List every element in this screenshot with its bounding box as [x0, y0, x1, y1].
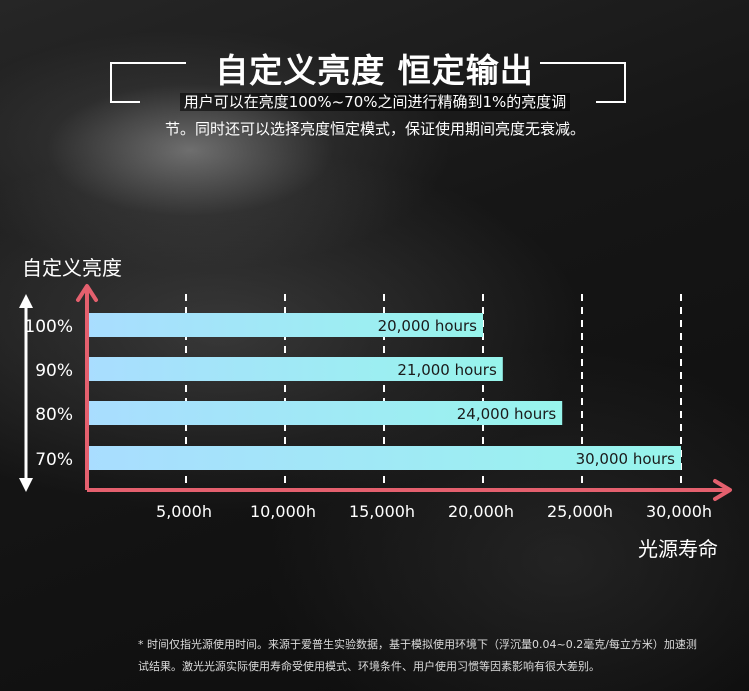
- bar-value-label-1: 21,000 hours: [397, 361, 497, 379]
- title-frame-bottom-right-line: [596, 101, 626, 103]
- title-frame-left-line: [110, 62, 186, 64]
- y-tick-label-0: 100%: [24, 317, 73, 337]
- title-frame-right-tick: [624, 62, 626, 102]
- description-line-2: 节。同时还可以选择亮度恒定模式，保证使用期间亮度无衰减。: [164, 120, 585, 138]
- brightness-range-up-arrow-icon: [19, 294, 33, 308]
- y-tick-label-2: 80%: [35, 405, 73, 425]
- x-tick-label-5: 30,000h: [646, 502, 712, 521]
- title-frame-bottom-left-line: [110, 101, 140, 103]
- x-tick-label-3: 20,000h: [448, 502, 514, 521]
- y-tick-label-3: 70%: [35, 450, 73, 470]
- footnote-line-2: 试结果。激光光源实际使用寿命受使用模式、环境条件、用户使用习惯等因素影响有很大差…: [138, 660, 600, 673]
- brightness-range-down-arrow-icon: [19, 478, 33, 492]
- x-tick-label-2: 15,000h: [349, 502, 415, 521]
- title-frame-left-tick: [110, 62, 112, 102]
- bar-90%: [87, 357, 503, 381]
- title-frame-right-line: [540, 62, 626, 64]
- bar-80%: [87, 401, 563, 425]
- y-axis-arrow-icon: [76, 284, 98, 302]
- footnote: * 时间仅指光源使用时间。来源于爱普生实验数据，基于模拟使用环境下（浮沉量0.0…: [138, 634, 738, 678]
- x-tick-label-0: 5,000h: [156, 502, 212, 521]
- page-title: 自定义亮度 恒定输出: [215, 51, 534, 90]
- bar-value-label-0: 20,000 hours: [378, 317, 478, 335]
- y-axis-title: 自定义亮度: [22, 256, 122, 280]
- x-tick-label-1: 10,000h: [250, 502, 316, 521]
- y-tick-label-1: 90%: [35, 361, 73, 381]
- footnote-line-1: * 时间仅指光源使用时间。来源于爱普生实验数据，基于模拟使用环境下（浮沉量0.0…: [138, 638, 697, 651]
- x-tick-label-4: 25,000h: [547, 502, 613, 521]
- bar-70%: [87, 446, 681, 470]
- description-line-1: 用户可以在亮度100%~70%之间进行精确到1%的亮度调: [110, 89, 640, 115]
- description-text-1: 用户可以在亮度100%~70%之间进行精确到1%的亮度调: [179, 93, 571, 111]
- bar-value-label-2: 24,000 hours: [457, 405, 557, 423]
- x-axis-title: 光源寿命: [638, 537, 718, 561]
- bar-100%: [87, 313, 483, 337]
- bar-value-label-3: 30,000 hours: [576, 450, 676, 468]
- x-axis-arrow-icon: [713, 479, 732, 501]
